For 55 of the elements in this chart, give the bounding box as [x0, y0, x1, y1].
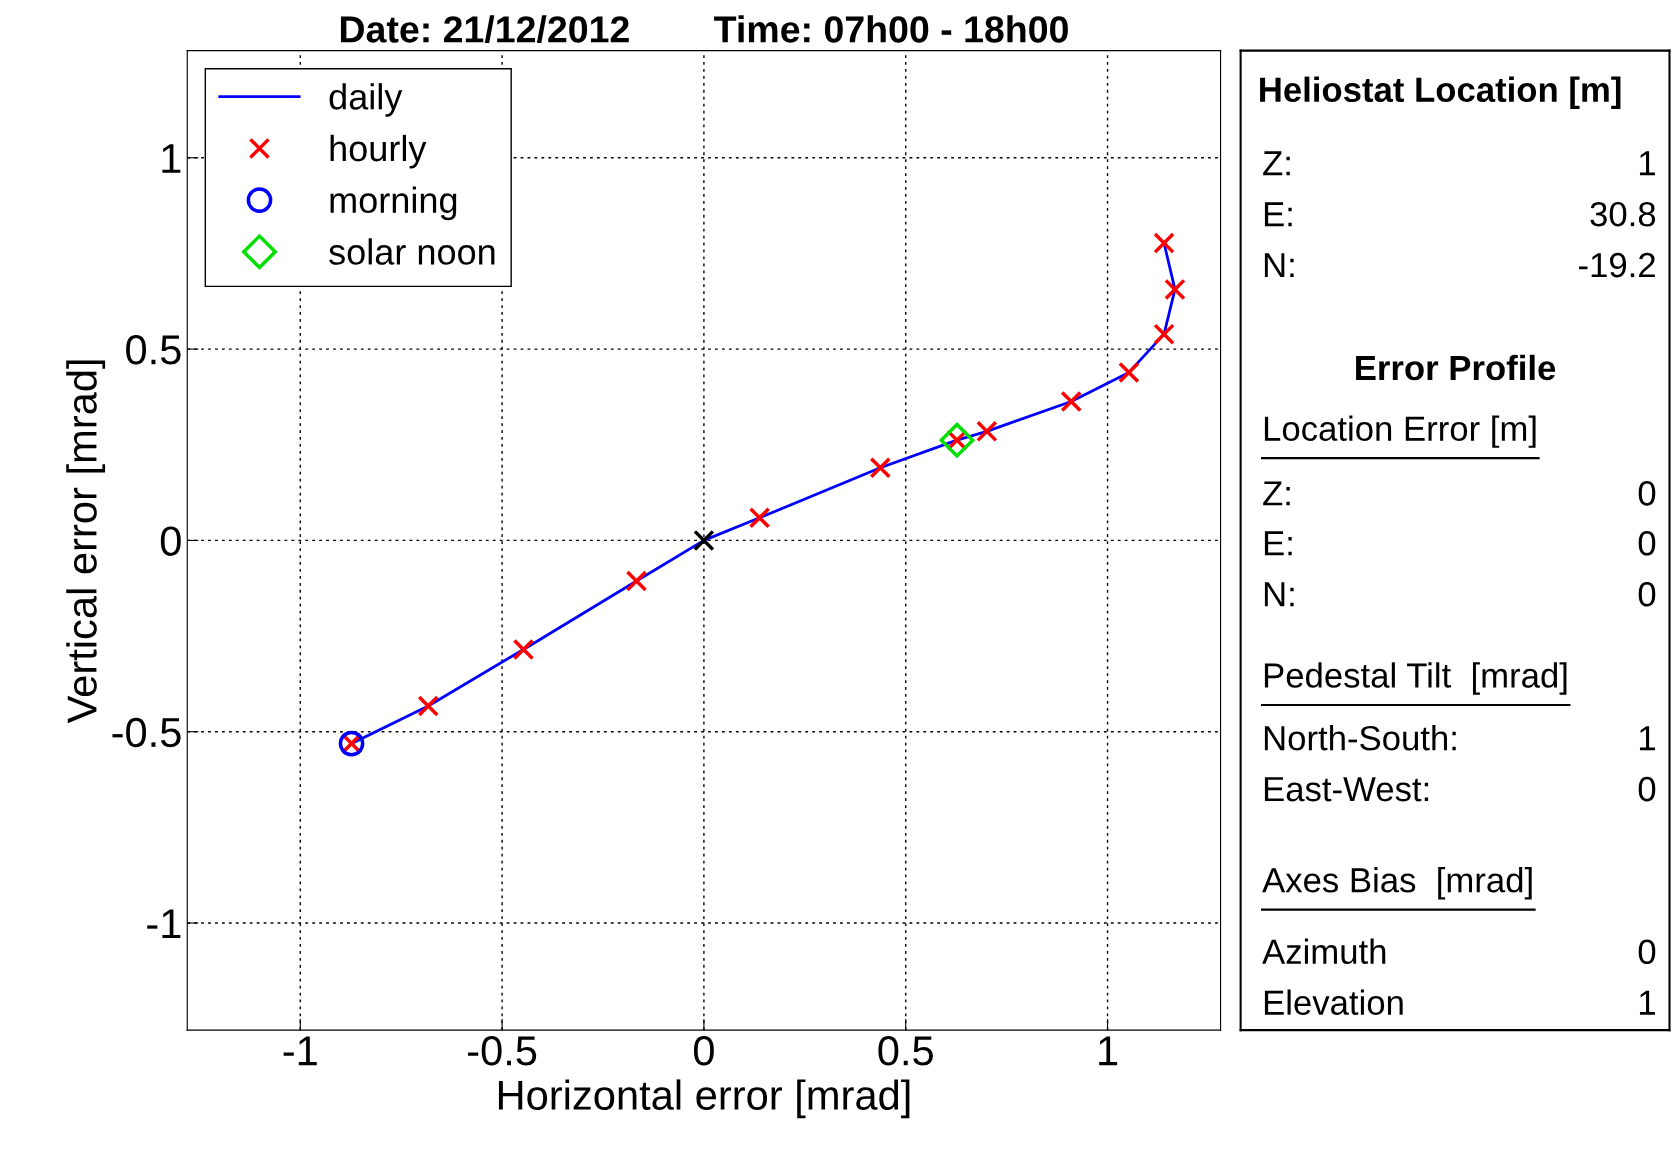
- point: [1164, 278, 1186, 301]
- legend-label: morning: [330, 186, 457, 221]
- y-tick-label: 1: [162, 144, 181, 173]
- text: 0: [1638, 939, 1656, 965]
- text: East-West:: [1264, 777, 1429, 802]
- point: [939, 422, 975, 458]
- text: Azimuth: [1262, 938, 1386, 965]
- point: [1060, 390, 1082, 413]
- text: 1: [1639, 990, 1655, 1015]
- x-axis-title: Horizontal error [mrad]: [498, 1079, 910, 1119]
- text: -19.2: [1579, 252, 1655, 278]
- text: Location Error [m]: [1264, 415, 1536, 448]
- y-tick-label: 0.5: [126, 335, 181, 365]
- text: 0: [1638, 481, 1656, 506]
- text: 0: [1638, 581, 1656, 607]
- text: 30.8: [1590, 201, 1656, 227]
- point: [976, 420, 998, 443]
- text: Z:: [1263, 481, 1290, 506]
- text: Error Profile: [1356, 354, 1556, 381]
- x-tick-label: -1: [283, 1036, 317, 1066]
- point: [1153, 323, 1175, 345]
- text: E:: [1264, 531, 1292, 556]
- point: [625, 570, 648, 592]
- text: Axes Bias [mrad]: [1262, 867, 1532, 900]
- point: [417, 695, 439, 717]
- text: North-South:: [1264, 725, 1456, 751]
- text: E:: [1264, 202, 1292, 227]
- chart-title: Date: 21/12/2012 Time: 07h00 - 18h00: [340, 15, 1068, 44]
- text: 1: [1639, 151, 1655, 176]
- y-axis-title: Vertical error [mrad]: [66, 360, 106, 724]
- point: [1153, 232, 1175, 254]
- y-tick-label: -0.5: [112, 717, 181, 748]
- x-tick-label: 0: [693, 1036, 714, 1066]
- text: 1: [1639, 726, 1655, 751]
- text: 0: [1638, 531, 1656, 556]
- text: 0: [1638, 776, 1656, 802]
- text: N:: [1264, 253, 1294, 278]
- point: [1118, 361, 1140, 384]
- point: [693, 529, 715, 552]
- x-tick-label: 0.5: [878, 1036, 933, 1066]
- point: [512, 638, 535, 661]
- legend-label: daily: [329, 83, 403, 117]
- legend-label: hourly: [330, 134, 427, 169]
- x-tick-label: 1: [1099, 1036, 1118, 1066]
- y-tick-label: 0: [160, 526, 181, 556]
- x-tick-label: -0.5: [468, 1036, 537, 1066]
- text: N:: [1264, 582, 1294, 607]
- text: Elevation: [1264, 989, 1403, 1015]
- point: [869, 456, 892, 479]
- legend-label: solar noon: [329, 238, 495, 265]
- text: Heliostat Location [m]: [1260, 76, 1621, 109]
- point: [748, 507, 771, 529]
- text: Pedestal Tilt [mrad]: [1264, 662, 1567, 695]
- y-tick-label: -1: [147, 909, 181, 939]
- text: Z:: [1263, 151, 1290, 176]
